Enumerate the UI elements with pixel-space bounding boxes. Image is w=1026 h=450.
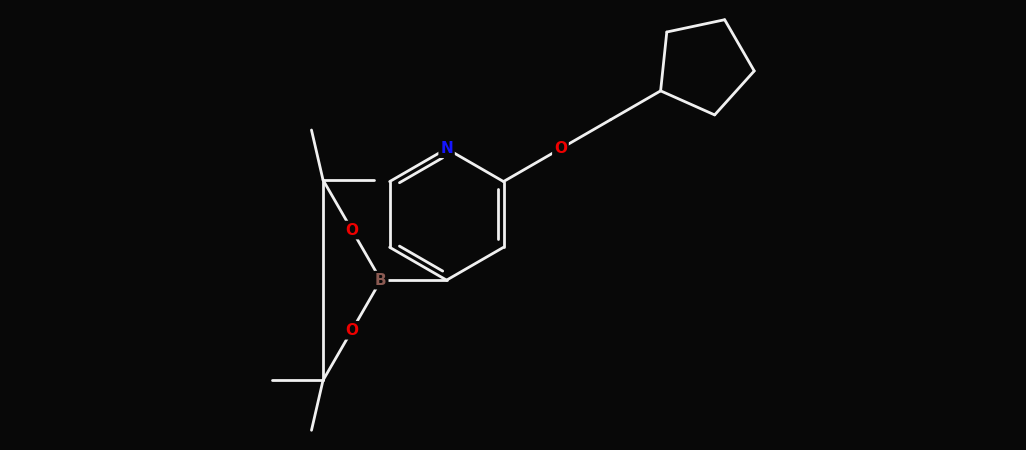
Text: O: O [346, 323, 358, 338]
Text: O: O [346, 223, 358, 238]
Text: B: B [376, 273, 387, 288]
Text: N: N [440, 141, 452, 156]
Text: O: O [554, 141, 567, 156]
